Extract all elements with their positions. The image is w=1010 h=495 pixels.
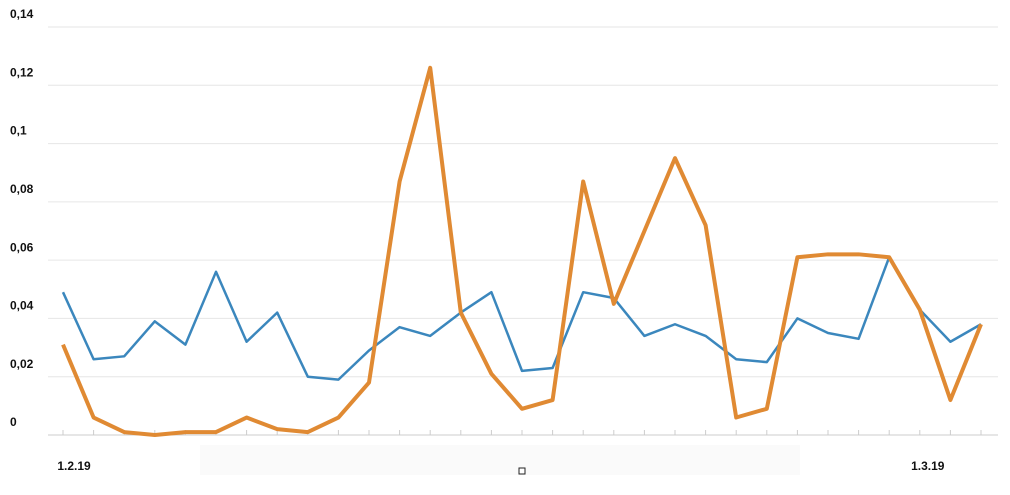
y-tick-label: 0,12 [10, 65, 34, 79]
series-line [61, 255, 982, 381]
x-tick-label: 1.3.19 [911, 459, 945, 473]
y-tick-label: 0,1 [10, 124, 27, 138]
footer-band [200, 445, 800, 475]
y-tick-label: 0,04 [10, 299, 34, 313]
y-tick-label: 0,14 [10, 7, 34, 21]
x-tick-label: 1.2.19 [57, 459, 91, 473]
y-tick-label: 0,02 [10, 357, 34, 371]
series-line [61, 65, 983, 437]
y-tick-label: 0 [10, 415, 17, 429]
y-tick-label: 0,08 [10, 182, 34, 196]
scroll-marker [518, 467, 526, 475]
y-tick-label: 0,06 [10, 240, 34, 254]
